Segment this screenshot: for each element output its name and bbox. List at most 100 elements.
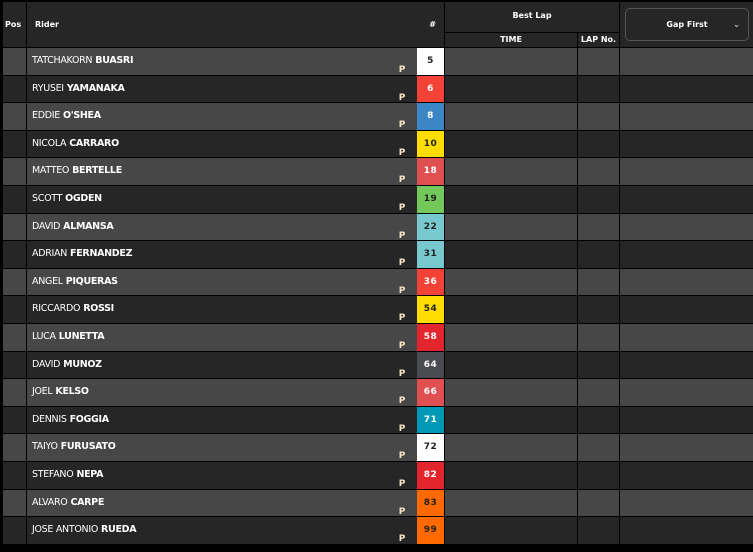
gap-cell: [620, 268, 753, 296]
rider-last-name: O'SHEA: [62, 110, 101, 122]
rider-cell[interactable]: RYUSEI YAMANAKA P: [27, 75, 417, 103]
lap-no-cell: [578, 48, 619, 75]
table-row[interactable]: TATCHAKORN BUASRI P 5: [3, 48, 753, 75]
rider-last-name: LUNETTA: [58, 331, 105, 342]
lap-no-cell: [578, 324, 619, 351]
pirelli-p-icon: P: [398, 423, 406, 434]
rider-first-name: TAIYO: [32, 441, 58, 453]
gap-cell: [620, 241, 753, 268]
rider-number-badge: 6: [417, 75, 444, 103]
rider-cell[interactable]: DAVID MUNOZ P: [27, 351, 417, 379]
pirelli-p-icon: P: [398, 341, 406, 351]
table-row[interactable]: LUCA LUNETTA P 58: [3, 324, 753, 351]
rider-last-name: RUEDA: [101, 524, 137, 536]
best-lap-time-cell: [445, 434, 577, 461]
pirelli-p-icon: P: [398, 313, 406, 324]
rider-number-badge: 99: [417, 517, 444, 544]
rider-first-name: RICCARDO: [32, 303, 81, 315]
rider-cell[interactable]: TATCHAKORN BUASRI P: [27, 48, 417, 75]
pirelli-p-icon: P: [398, 534, 406, 545]
best-lap-time-cell: [445, 48, 577, 75]
rider-cell[interactable]: MATTEO BERTELLE P: [27, 158, 417, 185]
rider-cell[interactable]: STEFANO NEPA P: [27, 462, 417, 489]
lap-no-cell: [578, 241, 619, 268]
table-row[interactable]: RICCARDO ROSSI P 54: [3, 296, 753, 323]
classification-table: Pos Rider # Best Lap TIME LAP No. Gap Fi…: [3, 2, 753, 547]
best-lap-time-cell: [445, 324, 577, 351]
rider-cell[interactable]: DENNIS FOGGIA P: [27, 406, 417, 434]
rider-cell[interactable]: JOSE ANTONIO RUEDA P: [27, 517, 417, 544]
gap-cell: [620, 434, 753, 461]
gap-cell: [620, 213, 753, 241]
pirelli-p-icon: P: [398, 285, 406, 296]
rider-cell[interactable]: JOEL KELSO P: [27, 379, 417, 406]
table-row[interactable]: ADRIAN FERNANDEZ P 31: [3, 241, 753, 268]
lap-no-cell: [578, 158, 619, 185]
gap-cell: [620, 406, 753, 434]
gap-cell: [620, 186, 753, 213]
table-row[interactable]: ANGEL PIQUERAS P 36: [3, 268, 753, 296]
rider-last-name: FURUSATO: [60, 441, 116, 453]
pos-cell: [3, 324, 26, 351]
table-row[interactable]: STEFANO NEPA P 82: [3, 462, 753, 489]
rider-cell[interactable]: LUCA LUNETTA P: [27, 324, 417, 351]
rider-cell[interactable]: ALVARO CARPE P: [27, 489, 417, 517]
number-header-label: #: [429, 20, 436, 29]
time-header: TIME: [445, 33, 577, 47]
gap-cell: [620, 379, 753, 406]
table-row[interactable]: TAIYO FURUSATO P 72: [3, 434, 753, 461]
best-lap-time-cell: [445, 241, 577, 268]
best-lap-time-cell: [445, 158, 577, 185]
table-row[interactable]: NICOLA CARRARO P 10: [3, 130, 753, 158]
rider-last-name: ROSSI: [83, 303, 114, 315]
lap-no-cell: [578, 103, 619, 130]
rider-cell[interactable]: RICCARDO ROSSI P: [27, 296, 417, 323]
table-row[interactable]: DAVID ALMANSA P 22: [3, 213, 753, 241]
pos-cell: [3, 379, 26, 406]
table-row[interactable]: SCOTT OGDEN P 19: [3, 186, 753, 213]
gap-cell: [620, 489, 753, 517]
rider-first-name: SCOTT: [32, 193, 63, 204]
rider-number-badge: 8: [417, 103, 444, 130]
table-row[interactable]: JOSE ANTONIO RUEDA P 99: [3, 517, 753, 544]
rider-last-name: BERTELLE: [72, 165, 122, 177]
rider-cell[interactable]: SCOTT OGDEN P: [27, 186, 417, 213]
table-row[interactable]: ALVARO CARPE P 83: [3, 489, 753, 517]
lap-no-cell: [578, 462, 619, 489]
table-row[interactable]: DAVID MUNOZ P 64: [3, 351, 753, 379]
lap-no-cell: [578, 489, 619, 517]
rider-number-badge: 19: [417, 186, 444, 213]
lap-no-cell: [578, 130, 619, 158]
rider-cell[interactable]: EDDIE O'SHEA P: [27, 103, 417, 130]
rider-cell[interactable]: DAVID ALMANSA P: [27, 213, 417, 241]
best-lap-time-cell: [445, 406, 577, 434]
pirelli-p-icon: P: [398, 258, 406, 269]
gap-cell: [620, 103, 753, 130]
lap-no-cell: [578, 517, 619, 544]
table-row[interactable]: EDDIE O'SHEA P 8: [3, 103, 753, 130]
pos-cell: [3, 213, 26, 241]
best-lap-time-cell: [445, 296, 577, 323]
best-lap-time-cell: [445, 489, 577, 517]
lap-no-cell: [578, 351, 619, 379]
rider-number-badge: 36: [417, 268, 444, 296]
rider-cell[interactable]: ANGEL PIQUERAS P: [27, 268, 417, 296]
gap-cell: [620, 351, 753, 379]
best-lap-time-cell: [445, 213, 577, 241]
rider-cell[interactable]: TAIYO FURUSATO P: [27, 434, 417, 461]
rider-first-name: NICOLA: [32, 137, 67, 149]
lap-no-cell: [578, 434, 619, 461]
table-row[interactable]: RYUSEI YAMANAKA P 6: [3, 75, 753, 103]
pirelli-p-icon: P: [398, 203, 406, 213]
rider-cell[interactable]: NICOLA CARRARO P: [27, 130, 417, 158]
table-row[interactable]: DENNIS FOGGIA P 71: [3, 406, 753, 434]
gap-select-dropdown[interactable]: Gap First ⌄: [625, 8, 749, 41]
best-lap-time-cell: [445, 517, 577, 544]
lap-no-cell: [578, 406, 619, 434]
rider-cell[interactable]: ADRIAN FERNANDEZ P: [27, 241, 417, 268]
rider-first-name: STEFANO: [32, 469, 74, 480]
table-row[interactable]: MATTEO BERTELLE P 18: [3, 158, 753, 185]
table-row[interactable]: JOEL KELSO P 66: [3, 379, 753, 406]
rider-last-name: CARRARO: [69, 137, 119, 149]
pirelli-p-icon: P: [398, 65, 406, 75]
